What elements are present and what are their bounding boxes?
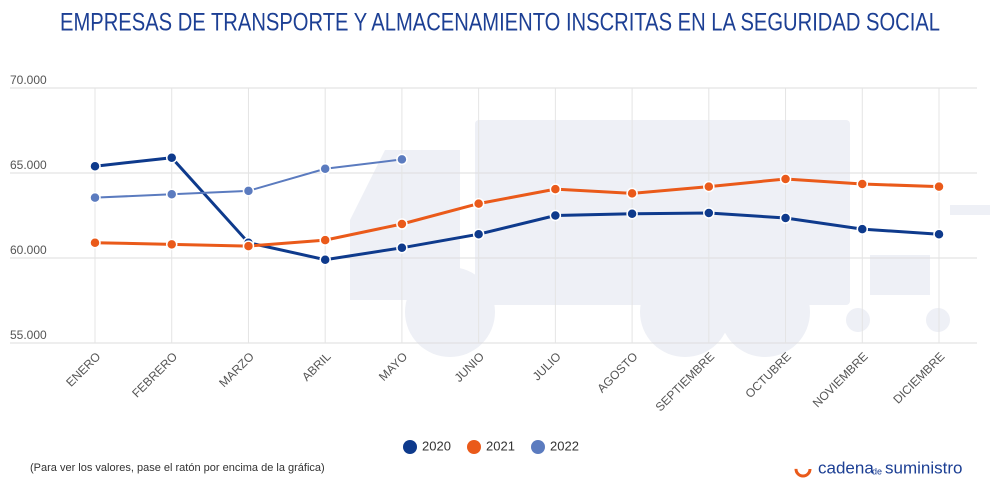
- data-point: [319, 234, 331, 246]
- data-point: [626, 208, 638, 220]
- brand-part: de: [872, 466, 882, 476]
- data-point: [319, 163, 331, 175]
- series-line: [94, 177, 940, 248]
- legend-label: 2021: [486, 438, 515, 453]
- y-tick-label: 65.000: [10, 158, 47, 172]
- legend-label: 2022: [550, 438, 579, 453]
- data-point: [472, 197, 485, 210]
- x-tick-label: NOVIEMBRE: [810, 349, 871, 410]
- data-point: [89, 236, 101, 249]
- x-tick-label: JULIO: [530, 349, 564, 383]
- data-point: [242, 185, 255, 197]
- data-point: [89, 191, 101, 204]
- chart-title: EMPRESAS DE TRANSPORTE Y ALMACENAMIENTO …: [60, 9, 940, 37]
- x-tick-label: SEPTIEMBRE: [653, 349, 718, 414]
- data-point: [472, 228, 485, 240]
- data-point: [396, 242, 408, 254]
- note: (Para ver los valores, pase el ratón por…: [30, 462, 325, 474]
- y-tick-label: 55.000: [10, 328, 47, 342]
- series-line: [94, 156, 940, 262]
- data-point: [626, 187, 638, 200]
- data-point: [856, 178, 869, 190]
- data-point: [165, 188, 178, 200]
- legend-marker: [531, 440, 545, 454]
- x-tick-label: FEBRERO: [129, 349, 180, 400]
- data-point: [779, 212, 792, 224]
- data-point: [779, 173, 792, 185]
- logo-icon: [794, 460, 812, 478]
- data-point: [242, 240, 255, 252]
- brand-logo: cadena de suministro: [794, 458, 962, 478]
- data-point: [319, 253, 331, 266]
- legend-label: 2020: [422, 438, 451, 453]
- x-tick-label: MAYO: [376, 349, 410, 383]
- y-tick-label: 70.000: [10, 73, 47, 87]
- data-point: [933, 180, 945, 193]
- legend-marker: [403, 440, 417, 454]
- x-tick-label: AGOSTO: [594, 349, 640, 395]
- x-tick-label: ABRIL: [299, 349, 334, 384]
- data-point: [396, 153, 408, 166]
- y-tick-label: 60.000: [10, 243, 47, 257]
- legend-marker: [467, 440, 481, 454]
- data-point: [89, 160, 101, 172]
- x-tick-label: ENERO: [63, 349, 103, 389]
- data-point: [165, 151, 178, 164]
- x-tick-label: MARZO: [216, 349, 257, 390]
- brand-part: cadena: [818, 458, 874, 477]
- x-tick-label: DICIEMBRE: [890, 349, 947, 406]
- x-tick-label: OCTUBRE: [743, 349, 794, 400]
- data-point: [703, 207, 715, 219]
- data-point: [396, 218, 408, 230]
- brand-part: suministro: [885, 458, 962, 477]
- data-point: [933, 228, 945, 240]
- data-point: [549, 183, 562, 195]
- data-point: [165, 238, 178, 251]
- data-point: [856, 223, 869, 235]
- data-point: [703, 180, 715, 193]
- data-point: [549, 209, 562, 222]
